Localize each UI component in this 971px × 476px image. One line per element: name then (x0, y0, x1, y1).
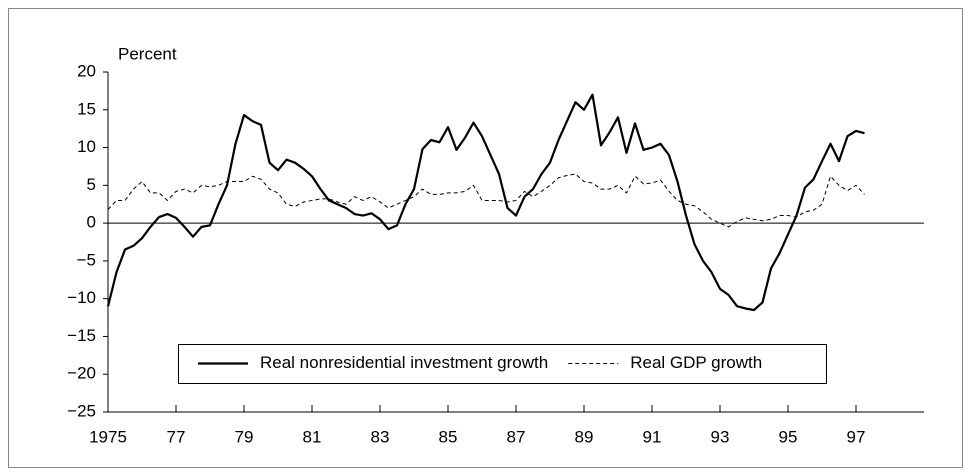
y-tick-label: −5 (77, 250, 96, 269)
x-tick-label: 97 (847, 427, 866, 446)
x-tick-label: 93 (711, 427, 730, 446)
y-tick-label: 0 (87, 213, 96, 232)
x-tick-label: 1975 (89, 427, 127, 446)
x-tick-label: 89 (575, 427, 594, 446)
series-line (106, 93, 865, 312)
frame (8, 8, 963, 468)
y-tick-label: −10 (67, 288, 96, 307)
y-tick-label: 20 (77, 61, 96, 80)
legend-label: Real GDP growth (630, 353, 762, 372)
y-tick-label: 5 (87, 175, 96, 194)
x-tick-label: 87 (507, 427, 526, 446)
y-tick-label: −20 (67, 364, 96, 383)
x-tick-label: 91 (643, 427, 662, 446)
y-tick-label: −15 (67, 326, 96, 345)
series-line (107, 173, 865, 228)
x-tick-label: 81 (303, 427, 322, 446)
x-tick-label: 83 (371, 427, 390, 446)
x-tick-label: 79 (235, 427, 254, 446)
x-tick-label: 95 (779, 427, 798, 446)
legend-label: Real nonresidential investment growth (260, 353, 548, 372)
y-tick-label: 15 (77, 99, 96, 118)
x-tick-label: 77 (167, 427, 186, 446)
legend-box (178, 344, 827, 384)
x-tick-label: 85 (439, 427, 458, 446)
y-tick-label: −25 (67, 401, 96, 420)
y-tick-label: 10 (77, 137, 96, 156)
y-axis-label: Percent (118, 44, 177, 63)
